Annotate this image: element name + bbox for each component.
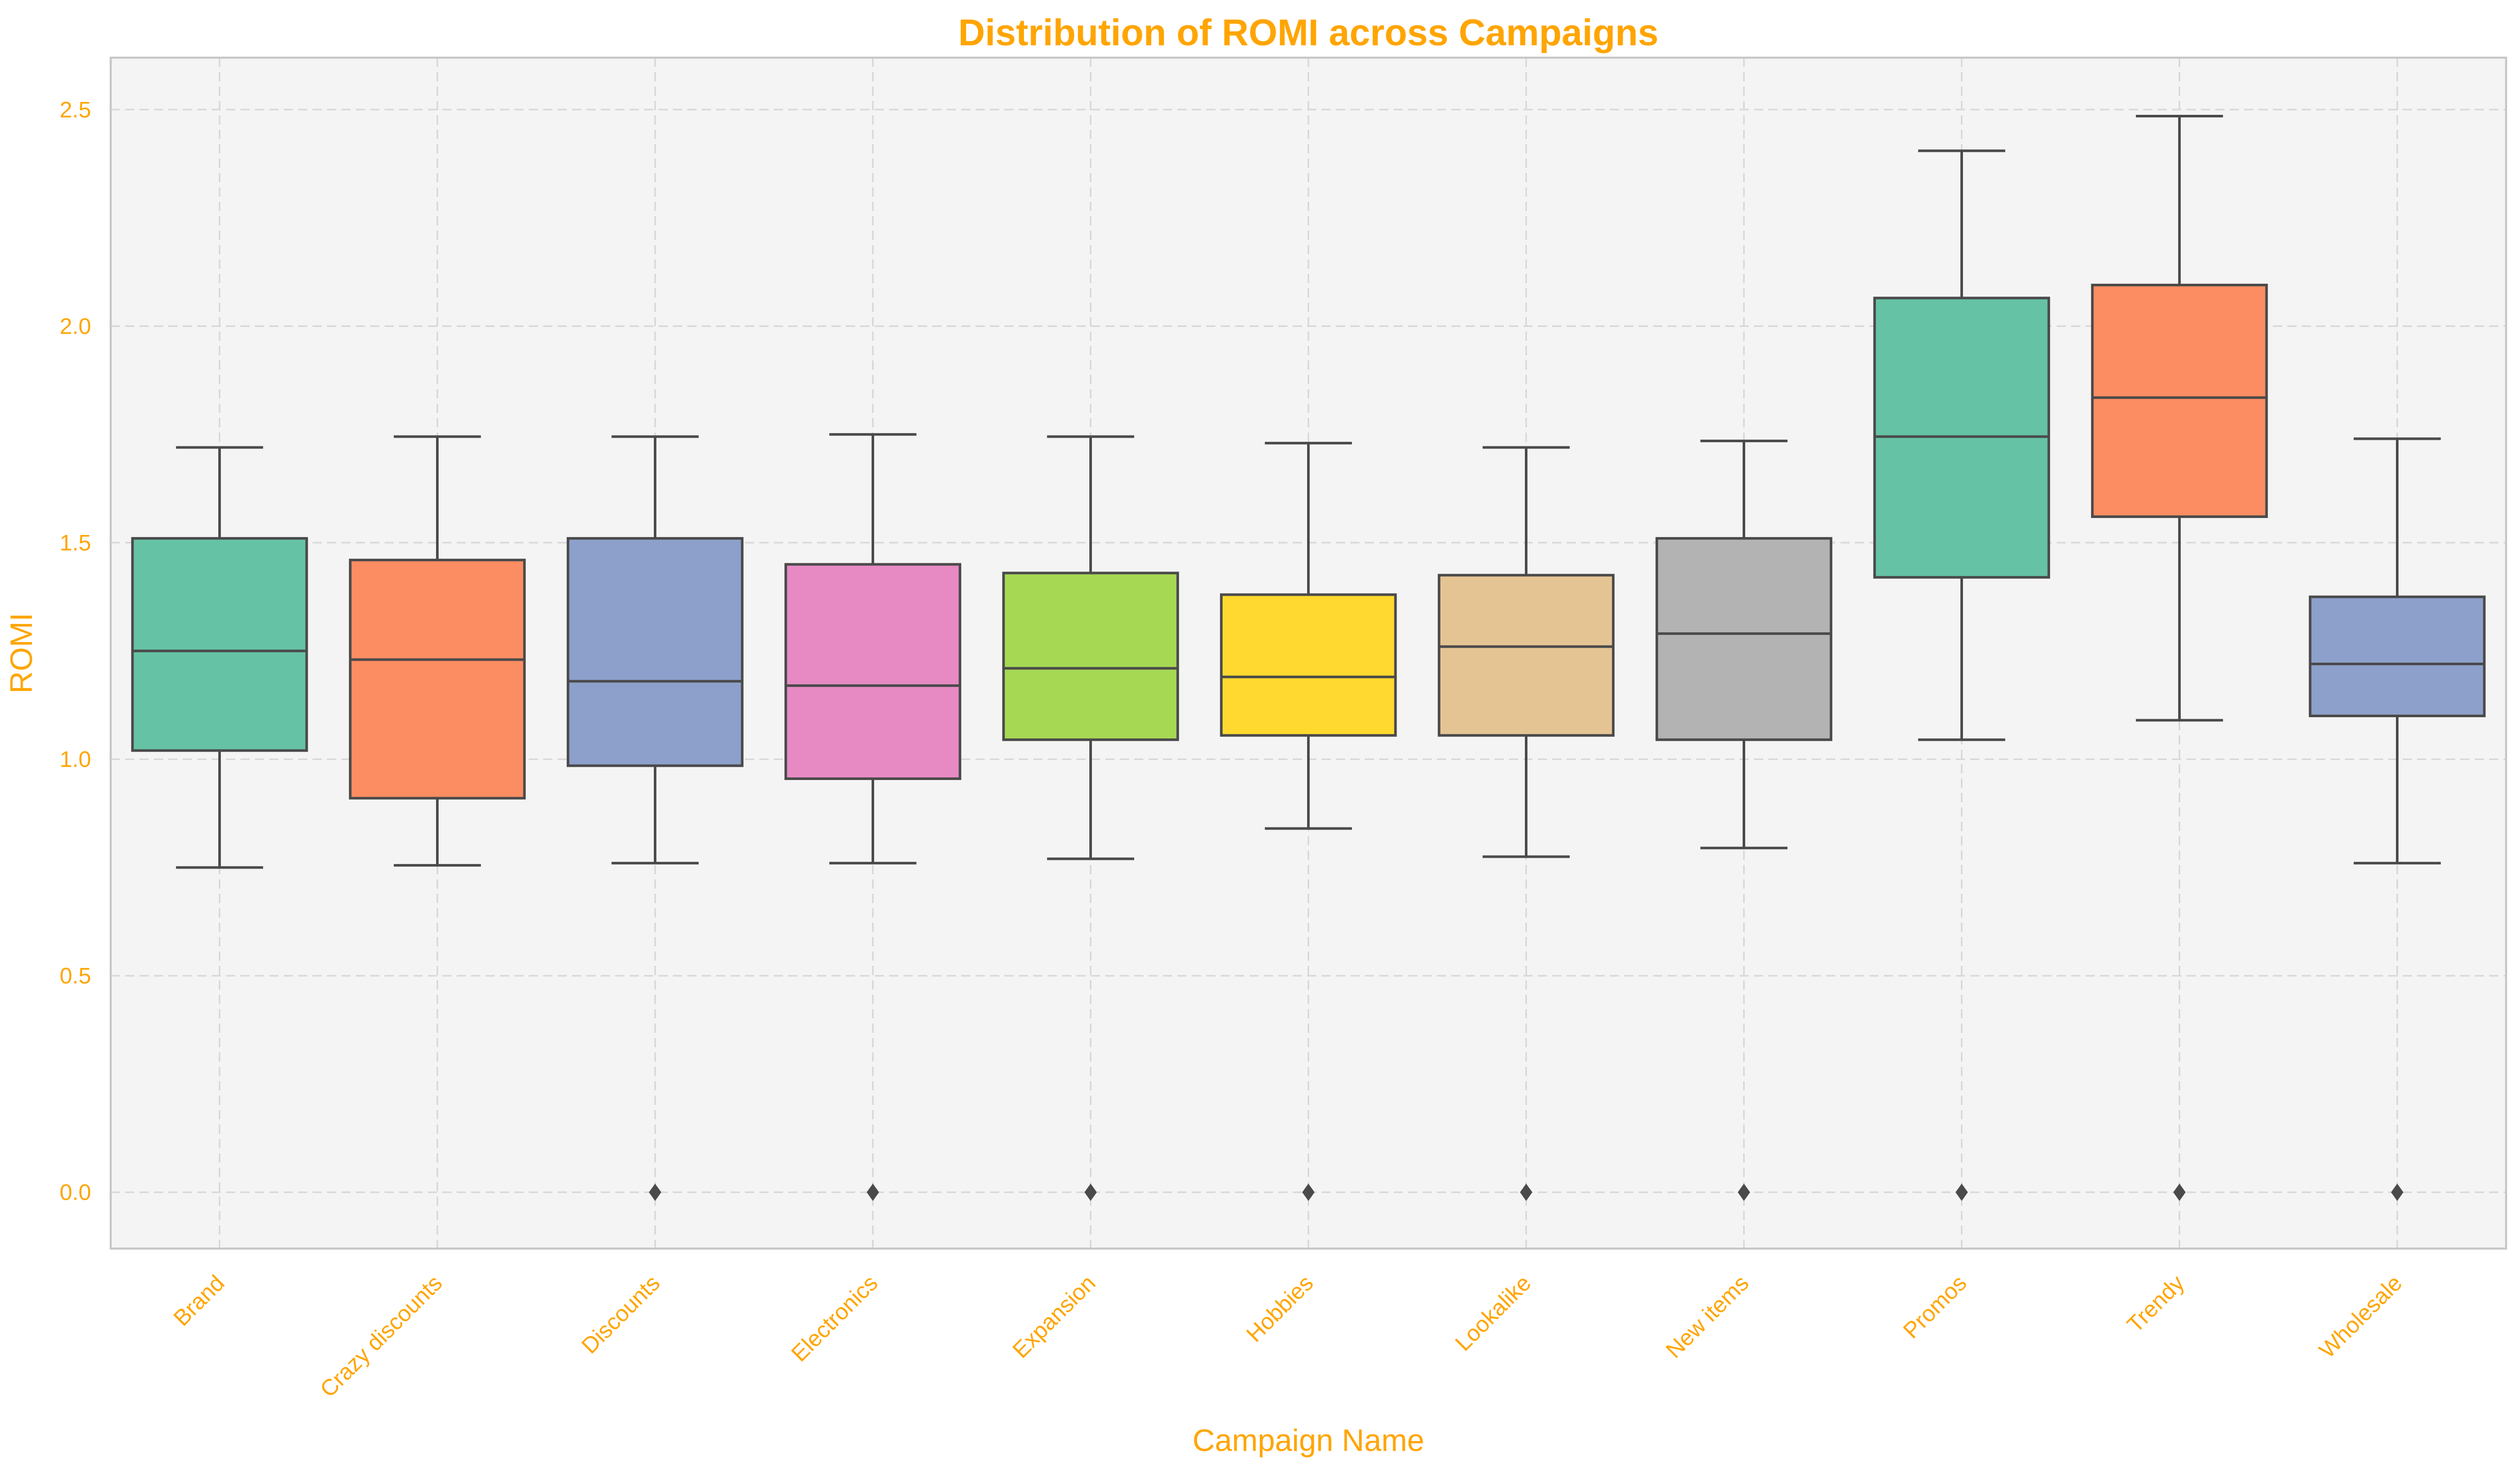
y-tick-label: 2.0: [60, 314, 91, 339]
box-electronics: [784, 433, 962, 1201]
outlier-point: [1955, 1183, 1968, 1201]
outlier-point: [1737, 1183, 1750, 1201]
chart-title: Distribution of ROMI across Campaigns: [958, 12, 1658, 54]
outlier-point: [2173, 1183, 2186, 1201]
iqr-box: [1437, 574, 1615, 737]
box-hobbies: [1220, 442, 1397, 1201]
iqr-box: [2091, 284, 2268, 518]
iqr-box: [2308, 595, 2486, 717]
iqr-box: [1655, 537, 1833, 741]
outlier-point: [1302, 1183, 1315, 1201]
outlier-point: [1084, 1183, 1097, 1201]
plot-frame: [110, 57, 2507, 1250]
iqr-box: [566, 537, 744, 767]
iqr-box: [131, 537, 308, 752]
y-tick-labels: 0.0 0.5 1.0 1.5 2.0 2.5: [60, 97, 91, 1205]
box-promos: [1873, 149, 2050, 1201]
y-tick-label: 0.0: [60, 1180, 91, 1205]
x-axis-label: Campaign Name: [1192, 1423, 1424, 1458]
box-discounts: [566, 435, 744, 1201]
y-tick-label: 2.5: [60, 97, 91, 123]
iqr-box: [1002, 572, 1179, 741]
y-tick-label: 1.0: [60, 747, 91, 772]
outlier-point: [1520, 1183, 1533, 1201]
boxes: [131, 115, 2486, 1201]
box-expansion: [1002, 435, 1179, 1201]
box-new-items: [1655, 439, 1833, 1201]
box-brand: [131, 446, 308, 869]
iqr-box: [1220, 593, 1397, 737]
box-crazy-discounts: [349, 435, 526, 867]
box-lookalike: [1437, 446, 1615, 1201]
iqr-box: [349, 559, 526, 800]
outlier-point: [866, 1183, 879, 1201]
iqr-box: [784, 563, 962, 780]
outlier-point: [649, 1183, 662, 1201]
y-axis-label: ROMI: [4, 613, 39, 694]
box-wholesale: [2308, 437, 2486, 1201]
outlier-point: [2391, 1183, 2404, 1201]
y-tick-label: 1.5: [60, 530, 91, 556]
y-tick-label: 0.5: [60, 963, 91, 989]
box-trendy: [2091, 115, 2268, 1201]
